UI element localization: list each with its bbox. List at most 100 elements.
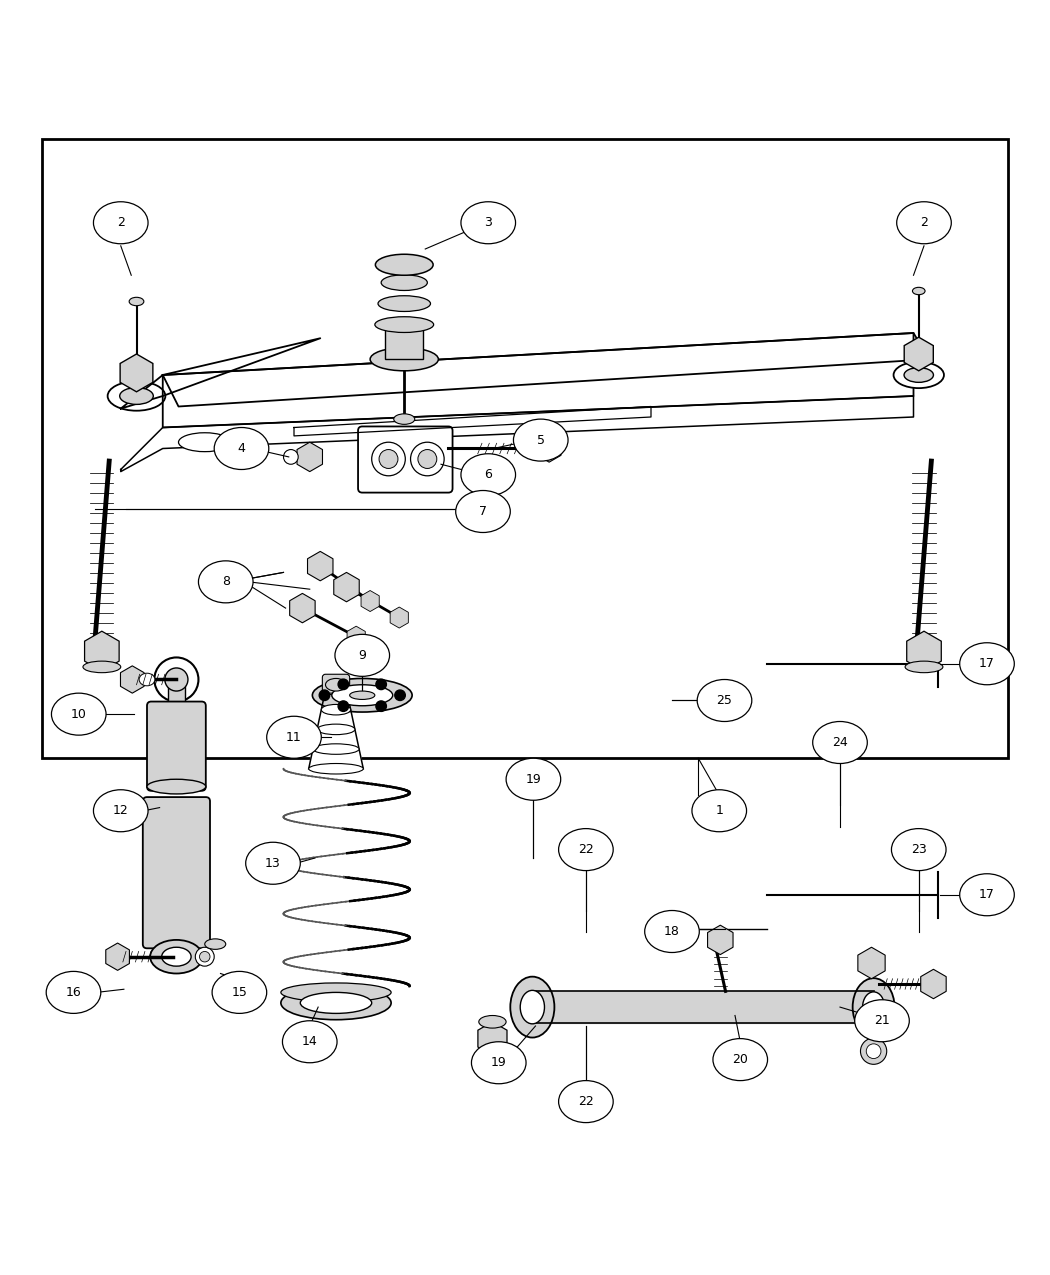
Ellipse shape bbox=[284, 450, 298, 464]
Ellipse shape bbox=[178, 432, 231, 451]
Ellipse shape bbox=[520, 991, 545, 1024]
Ellipse shape bbox=[905, 662, 943, 673]
Ellipse shape bbox=[350, 691, 375, 700]
Ellipse shape bbox=[93, 201, 148, 244]
Ellipse shape bbox=[904, 367, 933, 382]
Text: 19: 19 bbox=[525, 773, 542, 785]
Polygon shape bbox=[532, 992, 874, 1023]
Circle shape bbox=[338, 701, 349, 711]
Text: 7: 7 bbox=[479, 505, 487, 518]
Text: 12: 12 bbox=[113, 805, 128, 817]
Ellipse shape bbox=[214, 427, 269, 469]
Ellipse shape bbox=[461, 454, 516, 496]
Ellipse shape bbox=[891, 829, 946, 871]
Ellipse shape bbox=[150, 940, 203, 974]
Ellipse shape bbox=[479, 1015, 506, 1028]
FancyBboxPatch shape bbox=[385, 328, 423, 360]
Ellipse shape bbox=[813, 722, 867, 764]
Circle shape bbox=[338, 680, 349, 690]
Ellipse shape bbox=[510, 977, 554, 1038]
Ellipse shape bbox=[200, 951, 210, 961]
Ellipse shape bbox=[559, 829, 613, 871]
Ellipse shape bbox=[376, 254, 433, 275]
Ellipse shape bbox=[713, 1039, 768, 1081]
Ellipse shape bbox=[645, 910, 699, 952]
Text: 22: 22 bbox=[579, 843, 594, 856]
Circle shape bbox=[376, 701, 386, 711]
FancyBboxPatch shape bbox=[358, 426, 453, 492]
Circle shape bbox=[411, 442, 444, 476]
Ellipse shape bbox=[120, 388, 153, 404]
Ellipse shape bbox=[198, 561, 253, 603]
Ellipse shape bbox=[162, 947, 191, 966]
Ellipse shape bbox=[378, 296, 430, 311]
Text: 6: 6 bbox=[484, 468, 492, 481]
Text: 19: 19 bbox=[491, 1056, 506, 1070]
Polygon shape bbox=[309, 690, 363, 769]
Ellipse shape bbox=[853, 978, 895, 1037]
Text: 21: 21 bbox=[874, 1014, 890, 1028]
Ellipse shape bbox=[300, 992, 372, 1014]
Ellipse shape bbox=[51, 694, 106, 736]
Ellipse shape bbox=[139, 673, 155, 686]
Circle shape bbox=[379, 450, 398, 468]
Ellipse shape bbox=[281, 986, 391, 1020]
Ellipse shape bbox=[326, 678, 346, 691]
Polygon shape bbox=[163, 333, 914, 427]
FancyBboxPatch shape bbox=[147, 701, 206, 790]
Circle shape bbox=[376, 680, 386, 690]
Text: 9: 9 bbox=[358, 649, 366, 662]
Ellipse shape bbox=[894, 362, 944, 388]
Ellipse shape bbox=[205, 938, 226, 950]
Circle shape bbox=[372, 442, 405, 476]
Ellipse shape bbox=[46, 972, 101, 1014]
Ellipse shape bbox=[897, 201, 951, 244]
Polygon shape bbox=[121, 338, 320, 408]
Polygon shape bbox=[163, 333, 929, 407]
Ellipse shape bbox=[960, 873, 1014, 915]
Text: 23: 23 bbox=[911, 843, 926, 856]
Ellipse shape bbox=[281, 983, 391, 1002]
Ellipse shape bbox=[129, 297, 144, 306]
Ellipse shape bbox=[513, 419, 568, 462]
Text: 22: 22 bbox=[579, 1095, 594, 1108]
Text: 15: 15 bbox=[231, 986, 248, 998]
Ellipse shape bbox=[83, 662, 121, 673]
Ellipse shape bbox=[697, 680, 752, 722]
Ellipse shape bbox=[370, 348, 439, 371]
Text: 10: 10 bbox=[70, 708, 87, 720]
Ellipse shape bbox=[912, 287, 925, 295]
Ellipse shape bbox=[332, 685, 393, 706]
Ellipse shape bbox=[456, 491, 510, 533]
Text: 11: 11 bbox=[286, 731, 302, 743]
Ellipse shape bbox=[212, 972, 267, 1014]
Text: 2: 2 bbox=[117, 217, 125, 230]
Ellipse shape bbox=[381, 274, 427, 291]
Circle shape bbox=[154, 658, 198, 701]
FancyBboxPatch shape bbox=[143, 797, 210, 949]
FancyBboxPatch shape bbox=[168, 680, 185, 706]
Text: 14: 14 bbox=[302, 1035, 317, 1048]
Ellipse shape bbox=[195, 947, 214, 966]
Ellipse shape bbox=[394, 414, 415, 425]
Ellipse shape bbox=[461, 201, 516, 244]
Text: 8: 8 bbox=[222, 575, 230, 588]
Ellipse shape bbox=[506, 759, 561, 801]
Text: 1: 1 bbox=[715, 805, 723, 817]
Ellipse shape bbox=[335, 635, 390, 676]
Ellipse shape bbox=[375, 316, 434, 333]
Ellipse shape bbox=[107, 381, 166, 411]
Text: 24: 24 bbox=[832, 736, 848, 748]
Ellipse shape bbox=[692, 789, 747, 831]
Ellipse shape bbox=[855, 1000, 909, 1042]
FancyBboxPatch shape bbox=[322, 674, 350, 694]
Text: 17: 17 bbox=[979, 889, 995, 901]
Text: 25: 25 bbox=[716, 694, 733, 708]
Text: 13: 13 bbox=[265, 857, 281, 870]
Bar bbox=[42, 139, 1008, 759]
Ellipse shape bbox=[317, 724, 355, 734]
Ellipse shape bbox=[246, 843, 300, 885]
Ellipse shape bbox=[93, 789, 148, 831]
Ellipse shape bbox=[313, 743, 359, 755]
Text: 18: 18 bbox=[664, 924, 680, 938]
